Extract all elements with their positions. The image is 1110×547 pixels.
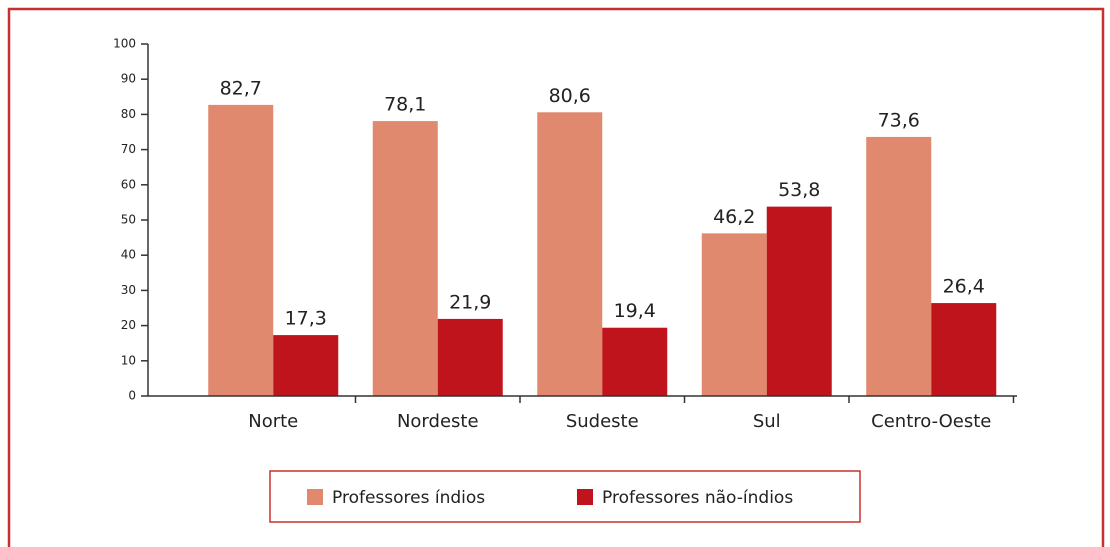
bar bbox=[701, 233, 767, 396]
value-label: 17,3 bbox=[285, 308, 327, 330]
x-tick-label: Sudeste bbox=[566, 411, 639, 432]
value-label: 80,6 bbox=[549, 85, 591, 107]
y-tick-label: 20 bbox=[121, 318, 136, 332]
x-tick-label: Centro-Oeste bbox=[871, 411, 991, 432]
y-tick-label: 50 bbox=[121, 213, 136, 227]
bar bbox=[273, 335, 339, 396]
y-tick-label: 60 bbox=[121, 177, 136, 191]
legend-label: Professores índios bbox=[332, 488, 485, 508]
value-label: 21,9 bbox=[449, 291, 491, 313]
value-label: 82,7 bbox=[220, 77, 262, 99]
x-tick-label: Sul bbox=[753, 411, 781, 432]
y-tick-label: 30 bbox=[121, 283, 136, 297]
y-tick-label: 80 bbox=[121, 107, 136, 121]
bar bbox=[766, 206, 832, 396]
bar bbox=[931, 303, 997, 396]
x-tick-label: Norte bbox=[248, 411, 298, 432]
bar bbox=[437, 318, 503, 396]
y-tick-label: 70 bbox=[121, 142, 136, 156]
y-tick-label: 10 bbox=[121, 353, 136, 367]
y-tick-label: 40 bbox=[121, 248, 136, 262]
legend-box bbox=[269, 470, 861, 523]
value-label: 19,4 bbox=[614, 300, 656, 322]
legend-swatch bbox=[577, 489, 593, 505]
value-label: 73,6 bbox=[878, 109, 920, 131]
value-label: 53,8 bbox=[778, 179, 820, 201]
y-tick-label: 90 bbox=[121, 72, 136, 86]
bar bbox=[602, 327, 668, 396]
bar bbox=[537, 112, 603, 397]
bar bbox=[208, 104, 274, 396]
legend-swatch bbox=[307, 489, 323, 505]
y-tick-label: 100 bbox=[113, 37, 136, 51]
bar bbox=[372, 121, 438, 396]
value-label: 26,4 bbox=[943, 276, 985, 298]
y-tick-label: 0 bbox=[128, 389, 136, 403]
value-label: 46,2 bbox=[713, 206, 755, 228]
x-tick-label: Nordeste bbox=[397, 411, 479, 432]
bar bbox=[866, 136, 932, 397]
value-label: 78,1 bbox=[384, 94, 426, 116]
legend-label: Professores não-índios bbox=[602, 488, 793, 508]
frame bbox=[7, 7, 1105, 547]
